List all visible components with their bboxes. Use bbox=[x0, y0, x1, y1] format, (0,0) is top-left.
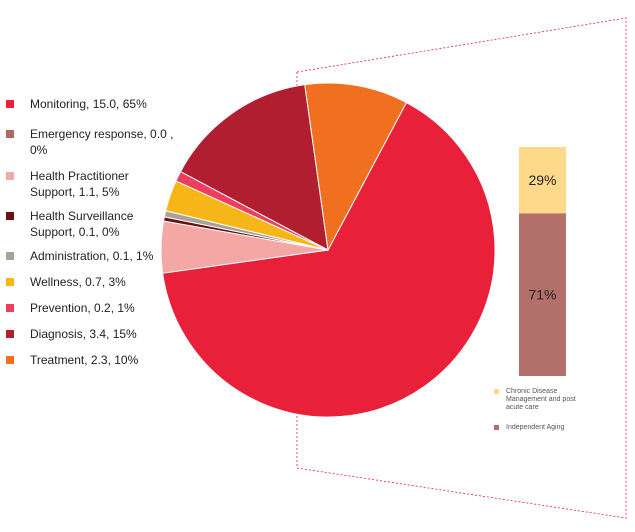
bar-segment-label: 29% bbox=[528, 172, 556, 188]
legend-item: Wellness, 0.7, 3% bbox=[6, 274, 176, 290]
legend-label: Treatment, 2.3, 10% bbox=[30, 353, 139, 367]
pie-slice bbox=[304, 82, 408, 252]
legend-label: Health Practitioner Support, 1.1, 5% bbox=[30, 169, 129, 199]
bar-legend-swatch bbox=[494, 425, 499, 430]
legend-swatch bbox=[6, 100, 14, 108]
stacked-bar: 29% 71% bbox=[519, 147, 566, 376]
legend-swatch bbox=[6, 212, 14, 220]
legend-swatch bbox=[6, 278, 14, 286]
legend-label: Monitoring, 15.0, 65% bbox=[30, 97, 147, 111]
legend-label: Diagnosis, 3.4, 15% bbox=[30, 327, 137, 341]
bar-segment bbox=[519, 147, 566, 214]
legend-swatch bbox=[6, 130, 14, 138]
bar-legend-label: Independent Aging bbox=[506, 424, 565, 431]
pie-chart bbox=[160, 82, 496, 418]
legend-item: Diagnosis, 3.4, 15% bbox=[6, 326, 176, 342]
bar-segment bbox=[519, 213, 566, 376]
legend-swatch bbox=[6, 330, 14, 338]
legend-label: Administration, 0.1, 1% bbox=[30, 249, 154, 263]
legend-swatch bbox=[6, 252, 14, 260]
legend-item: Administration, 0.1, 1% bbox=[6, 248, 176, 264]
legend-item: Emergency response, 0.0 , 0% bbox=[6, 126, 176, 158]
pie-slice bbox=[179, 84, 329, 251]
legend-swatch bbox=[6, 304, 14, 312]
legend-label: Emergency response, 0.0 , 0% bbox=[30, 127, 174, 157]
legend-label: Health Surveillance Support, 0.1, 0% bbox=[30, 209, 134, 239]
pie-slice bbox=[162, 101, 496, 418]
legend-item: Health Practitioner Support, 1.1, 5% bbox=[6, 168, 176, 200]
legend-item: Prevention, 0.2, 1% bbox=[6, 300, 176, 316]
legend-label: Prevention, 0.2, 1% bbox=[30, 301, 135, 315]
bar-legend-item: Chronic Disease Management and post acut… bbox=[494, 388, 594, 412]
legend-item: Monitoring, 15.0, 65% bbox=[6, 96, 176, 112]
legend-item: Treatment, 2.3, 10% bbox=[6, 352, 176, 368]
legend-swatch bbox=[6, 172, 14, 180]
bar-legend-swatch bbox=[494, 389, 499, 394]
legend-swatch bbox=[6, 356, 14, 364]
legend-item: Health Surveillance Support, 0.1, 0% bbox=[6, 208, 176, 240]
bar-legend-label: Chronic Disease Management and post acut… bbox=[506, 388, 576, 411]
bar-legend-item: Independent Aging bbox=[494, 424, 594, 432]
legend-label: Wellness, 0.7, 3% bbox=[30, 275, 126, 289]
bar-segment-label: 71% bbox=[528, 287, 556, 303]
